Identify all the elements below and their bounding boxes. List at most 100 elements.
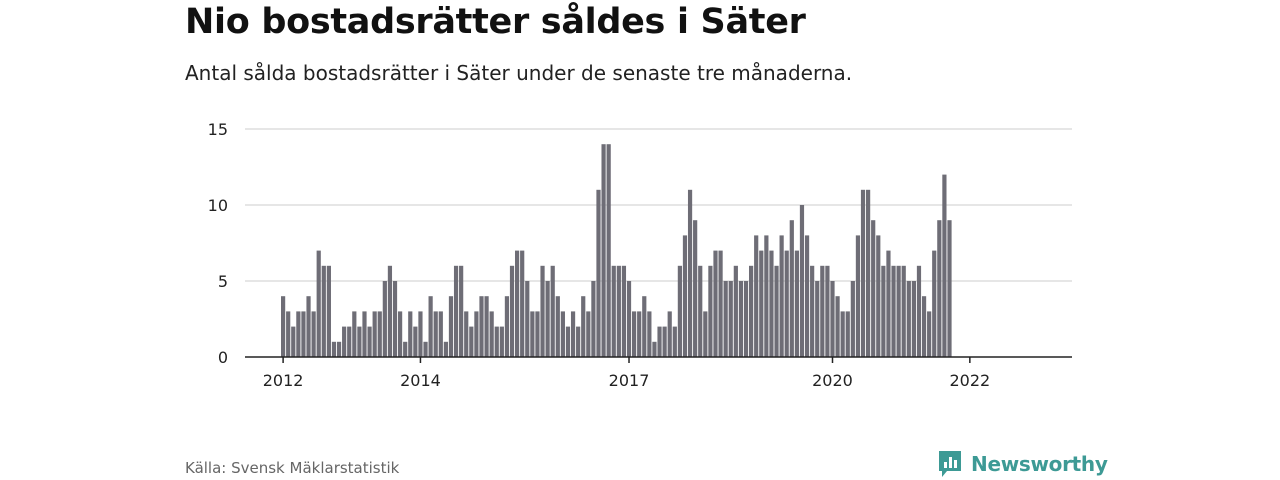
- bar: [850, 281, 855, 357]
- bar: [932, 250, 937, 357]
- bar: [286, 311, 291, 357]
- bar: [459, 265, 464, 357]
- bar: [443, 341, 448, 357]
- chart-title: Nio bostadsrätter såldes i Säter: [185, 2, 806, 42]
- bar: [372, 311, 377, 357]
- bar: [835, 296, 840, 357]
- bar: [667, 311, 672, 357]
- bar: [438, 311, 443, 357]
- newsworthy-logo: Newsworthy: [937, 449, 1108, 479]
- bar: [296, 311, 301, 357]
- bar: [906, 281, 911, 357]
- bar: [723, 281, 728, 357]
- bar: [515, 250, 520, 357]
- bar: [682, 235, 688, 357]
- bar: [713, 250, 718, 357]
- bar: [596, 189, 601, 357]
- bar: [794, 250, 799, 357]
- y-tick-label: 5: [218, 272, 228, 291]
- bar: [718, 250, 723, 357]
- bar: [804, 235, 810, 357]
- bar: [520, 250, 525, 357]
- bar: [331, 341, 337, 357]
- bar: [565, 326, 571, 357]
- bar: [570, 311, 576, 357]
- bar-chart: 0 5 10 15 2012 2014 2017 2020 2022 9: [208, 0, 1072, 390]
- bar: [530, 311, 535, 357]
- bar: [494, 326, 499, 357]
- y-tick-label: 0: [218, 348, 228, 367]
- bar: [886, 250, 891, 357]
- bar: [474, 311, 479, 357]
- bar: [693, 220, 698, 357]
- bar: [428, 296, 433, 357]
- bar: [357, 326, 362, 357]
- bar: [321, 265, 326, 357]
- bar: [947, 220, 952, 357]
- bar: [377, 311, 382, 357]
- bar: [499, 326, 504, 357]
- bar: [301, 311, 306, 357]
- x-tick-label: 2014: [400, 371, 441, 390]
- bar: [621, 265, 627, 357]
- bars: [281, 144, 952, 357]
- highlight-annotation: 9: [1034, 0, 1049, 7]
- bar: [774, 265, 779, 357]
- bar: [769, 250, 774, 357]
- bar: [555, 296, 560, 357]
- bar: [448, 296, 454, 357]
- bar: [840, 311, 845, 357]
- bar: [611, 265, 616, 357]
- bar: [652, 341, 657, 357]
- bar: [749, 265, 754, 357]
- bar: [601, 144, 606, 357]
- bar: [855, 235, 861, 357]
- bar: [901, 265, 906, 357]
- bar: [342, 326, 347, 357]
- bar: [367, 326, 372, 357]
- bar: [469, 326, 474, 357]
- bar: [632, 311, 637, 357]
- bar: [871, 220, 876, 357]
- bar: [759, 250, 764, 357]
- bar: [403, 341, 408, 357]
- bar: [825, 265, 830, 357]
- bar: [616, 265, 621, 357]
- bar: [550, 265, 555, 357]
- bar: [336, 341, 342, 357]
- bar: [799, 205, 805, 357]
- bar: [504, 296, 510, 357]
- bar: [525, 281, 530, 357]
- bar: [453, 265, 459, 357]
- bar: [789, 220, 794, 357]
- bar: [291, 326, 296, 357]
- x-axis-ticks: 2012 2014 2017 2020 2022: [263, 357, 990, 390]
- bar: [810, 265, 815, 357]
- bar: [866, 189, 871, 357]
- highlight-value-label: 9: [1036, 0, 1047, 5]
- bar: [672, 326, 677, 357]
- bar: [606, 144, 611, 357]
- bar: [820, 265, 825, 357]
- bar: [916, 265, 922, 357]
- source-note: Källa: Svensk Mäklarstatistik: [185, 459, 400, 477]
- x-tick-label: 2017: [609, 371, 650, 390]
- bar: [642, 296, 647, 357]
- bar: [626, 281, 632, 357]
- bar: [937, 220, 942, 357]
- bar: [479, 296, 484, 357]
- bar: [484, 296, 489, 357]
- bar: [687, 189, 693, 357]
- bar: [326, 265, 331, 357]
- bar: [876, 235, 881, 357]
- bar: [830, 281, 835, 357]
- bar: [387, 265, 393, 357]
- x-tick-label: 2012: [263, 371, 304, 390]
- bar: [281, 296, 286, 357]
- bar: [306, 296, 311, 357]
- bar: [545, 281, 550, 357]
- logo-text: Newsworthy: [971, 452, 1108, 476]
- bar: [891, 265, 896, 357]
- y-axis-ticks: 0 5 10 15: [208, 120, 228, 367]
- bar: [677, 265, 682, 357]
